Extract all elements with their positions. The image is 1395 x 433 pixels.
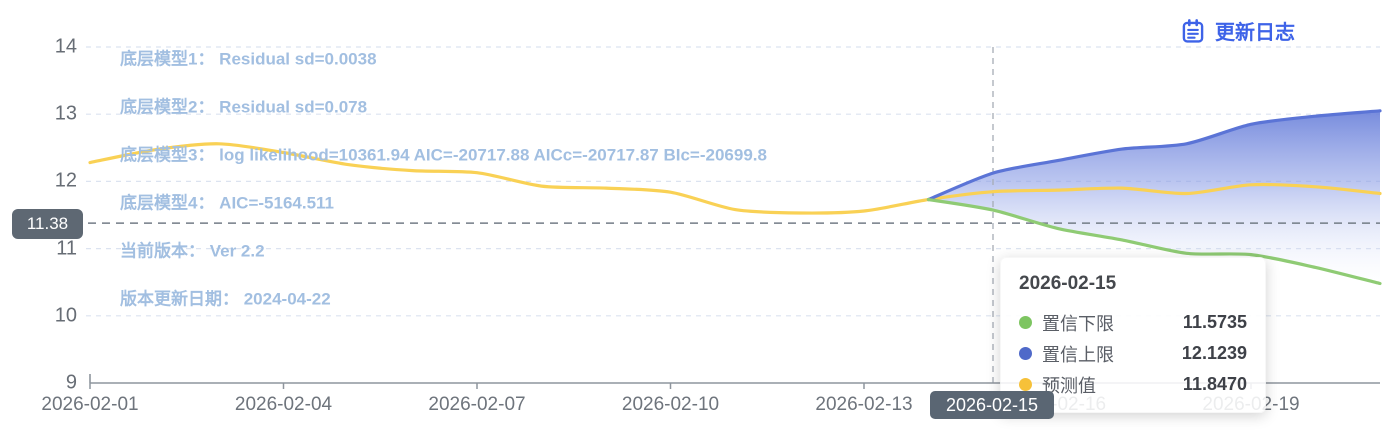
y-axis-label: 10 <box>54 304 77 327</box>
tooltip-row-label: 置信下限 <box>1042 313 1114 334</box>
x-axis-label: 2026-02-13 <box>815 394 913 415</box>
y-axis-label: 13 <box>54 102 77 125</box>
x-axis-pointer-badge: 2026-02-15 <box>930 391 1054 419</box>
update-log-label: 更新日志 <box>1215 22 1295 44</box>
tooltip-row-forecast: 预测值 11.8470 <box>1019 369 1247 400</box>
forecast-dot-icon <box>1019 378 1032 391</box>
y-axis-label: 12 <box>54 169 77 192</box>
tooltip-row-label: 置信上限 <box>1042 344 1114 365</box>
tooltip-row-upper-bound: 置信上限 12.1239 <box>1019 338 1247 369</box>
model-annotation: 底层模型3： log likelihood=10361.94 AIC=-2071… <box>120 145 767 165</box>
model-annotation: 当前版本： Ver 2.2 <box>120 241 265 261</box>
y-axis-label: 9 <box>65 371 77 394</box>
tooltip-row-lower-bound: 置信下限 11.5735 <box>1019 307 1247 338</box>
x-axis-label: 2026-02-10 <box>621 394 720 415</box>
model-annotation: 底层模型1： Residual sd=0.0038 <box>120 49 377 69</box>
tooltip-row-value: 11.8470 <box>1182 374 1247 394</box>
model-annotation: 版本更新日期： 2024-04-22 <box>120 289 331 309</box>
update-log-button[interactable]: 更新日志 <box>1180 16 1295 45</box>
model-annotation: 底层模型4： AIC=-5164.511 <box>120 193 335 213</box>
y-axis-label: 11 <box>56 237 77 260</box>
tooltip-row-value: 11.5735 <box>1182 312 1247 332</box>
chart-tooltip: 2026-02-15 置信下限 11.5735 置信上限 12.1239 预测值… <box>1000 257 1266 413</box>
y-axis-pointer-badge: 11.38 <box>12 209 83 239</box>
x-axis-label: 2026-02-07 <box>428 394 526 415</box>
lower-bound-dot-icon <box>1019 316 1032 329</box>
x-axis-label: 2026-02-04 <box>234 394 333 415</box>
tooltip-row-label: 预测值 <box>1042 375 1096 396</box>
changelog-icon <box>1180 18 1206 44</box>
tooltip-row-value: 12.1239 <box>1181 343 1247 363</box>
y-axis-label: 14 <box>54 35 77 58</box>
model-annotation: 底层模型2： Residual sd=0.078 <box>120 97 368 117</box>
x-axis-label: 2026-02-01 <box>41 394 139 415</box>
tooltip-date-title: 2026-02-15 <box>1019 273 1117 294</box>
upper-bound-dot-icon <box>1019 347 1032 360</box>
